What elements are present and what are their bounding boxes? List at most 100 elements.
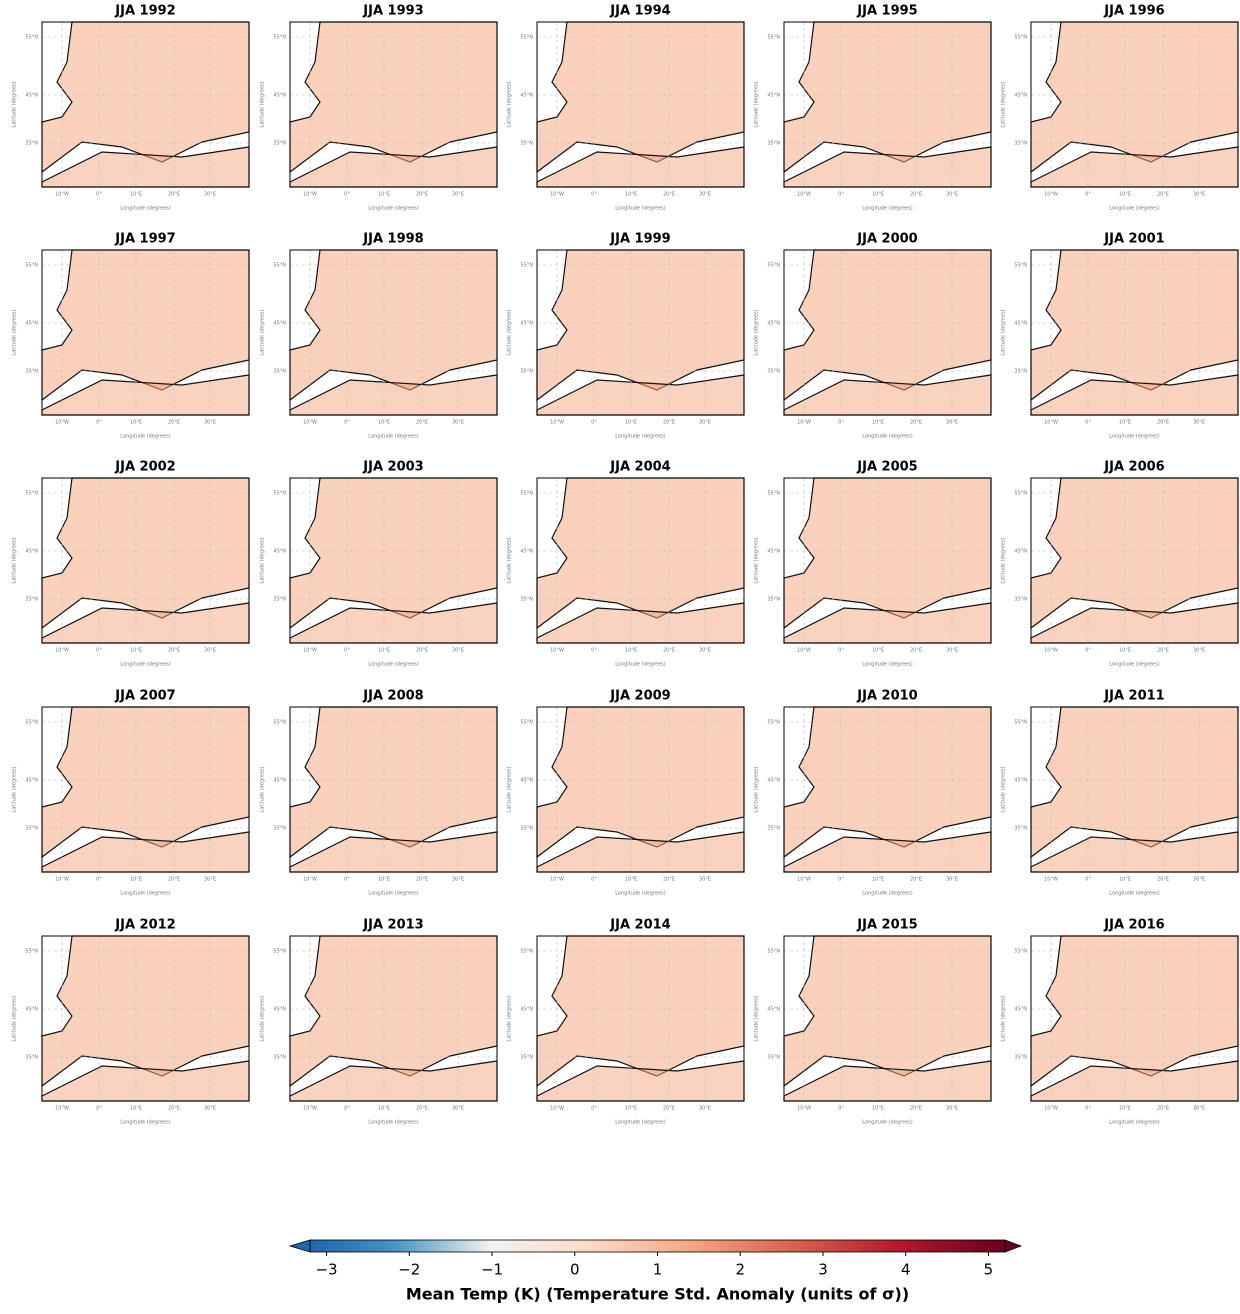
x-tick-label: 30°E [699, 877, 711, 883]
y-axis-label: Latitude (degrees) [507, 309, 513, 355]
x-tick-label: 20°E [910, 1106, 922, 1112]
y-tick-label: 35°N [520, 826, 533, 832]
x-axis-label: Longitude (degrees) [1109, 1120, 1160, 1126]
x-tick-label: 30°E [1193, 192, 1205, 198]
y-axis-label: Latitude (degrees) [260, 766, 266, 812]
x-axis-label: Longitude (degrees) [615, 662, 666, 668]
y-tick-label: 55°N [1014, 491, 1027, 497]
x-tick-label: 0° [344, 1106, 350, 1112]
y-tick-label: 45°N [767, 549, 780, 555]
x-tick-label: 30°E [1193, 648, 1205, 654]
y-tick-label: 55°N [25, 949, 38, 955]
x-axis-label: Longitude (degrees) [120, 206, 171, 212]
x-tick-label: 20°E [663, 648, 675, 654]
x-tick-label: 0° [344, 648, 350, 654]
panel-title: JJA 2011 [1103, 689, 1164, 704]
x-tick-label: 10°W [797, 1106, 811, 1112]
x-tick-label: 20°E [168, 192, 180, 198]
x-tick-label: 10°W [1044, 420, 1058, 426]
x-tick-label: 30°E [452, 877, 464, 883]
x-tick-label: 10°E [1119, 877, 1131, 883]
y-axis-label: Latitude (degrees) [12, 537, 18, 583]
x-axis-label: Longitude (degrees) [615, 206, 666, 212]
x-tick-label: 30°E [699, 192, 711, 198]
y-tick-label: 45°N [520, 321, 533, 327]
y-tick-label: 45°N [767, 93, 780, 99]
x-tick-label: 20°E [910, 420, 922, 426]
panel-title: JJA 1994 [609, 4, 670, 19]
x-tick-label: 10°W [1044, 648, 1058, 654]
x-tick-label: 20°E [663, 1106, 675, 1112]
colorbar-tick-label: 5 [984, 1261, 994, 1279]
panel-title: JJA 2001 [1103, 232, 1164, 247]
y-tick-label: 35°N [767, 826, 780, 832]
x-tick-label: 20°E [663, 877, 675, 883]
x-tick-label: 20°E [416, 192, 428, 198]
y-tick-label: 45°N [520, 778, 533, 784]
x-tick-label: 0° [838, 648, 844, 654]
y-axis-label: Latitude (degrees) [1001, 309, 1007, 355]
x-tick-label: 10°E [130, 420, 142, 426]
panel-title: JJA 1993 [362, 4, 423, 19]
y-tick-label: 55°N [273, 720, 286, 726]
y-tick-label: 35°N [1014, 369, 1027, 375]
colorbar-tick-label: 0 [570, 1261, 580, 1279]
x-tick-label: 0° [838, 420, 844, 426]
map-panel: 10°W0°10°E20°E30°E55°N45°N35°NJJA 1993Lo… [260, 4, 498, 212]
x-tick-label: 0° [591, 420, 597, 426]
colorbar-extend-low [290, 1240, 310, 1252]
x-tick-label: 0° [96, 648, 102, 654]
x-tick-label: 0° [838, 192, 844, 198]
x-tick-label: 10°W [55, 420, 69, 426]
x-tick-label: 30°E [452, 648, 464, 654]
colorbar-tick-label: −3 [315, 1261, 337, 1279]
x-tick-label: 0° [1085, 877, 1091, 883]
x-tick-label: 10°W [1044, 1106, 1058, 1112]
x-tick-label: 30°E [1193, 1106, 1205, 1112]
y-axis-label: Latitude (degrees) [12, 309, 18, 355]
colorbar-tick-label: 1 [653, 1261, 663, 1279]
panel-title: JJA 2008 [362, 689, 423, 704]
y-tick-label: 45°N [520, 93, 533, 99]
y-tick-label: 45°N [273, 321, 286, 327]
x-tick-label: 10°E [872, 877, 884, 883]
x-tick-label: 10°W [797, 877, 811, 883]
y-axis-label: Latitude (degrees) [1001, 81, 1007, 127]
x-tick-label: 30°E [946, 648, 958, 654]
y-tick-label: 35°N [273, 369, 286, 375]
y-tick-label: 55°N [25, 263, 38, 269]
x-tick-label: 0° [96, 420, 102, 426]
map-panel: 10°W0°10°E20°E30°E55°N45°N35°NJJA 1995Lo… [754, 4, 992, 212]
y-tick-label: 45°N [25, 93, 38, 99]
x-tick-label: 10°E [378, 192, 390, 198]
panel-title: JJA 1992 [114, 4, 175, 19]
x-tick-label: 10°E [1119, 648, 1131, 654]
x-tick-label: 10°W [55, 1106, 69, 1112]
map-panel: 10°W0°10°E20°E30°E55°N45°N35°NJJA 2006Lo… [1001, 460, 1239, 668]
panel-title: JJA 1998 [362, 232, 423, 247]
x-tick-label: 10°E [378, 1106, 390, 1112]
x-tick-label: 10°W [1044, 877, 1058, 883]
panel-title: JJA 2006 [1103, 460, 1164, 475]
colorbar-tick-label: 3 [818, 1261, 828, 1279]
map-panel: 10°W0°10°E20°E30°E55°N45°N35°NJJA 2014Lo… [507, 918, 745, 1126]
y-axis-label: Latitude (degrees) [754, 81, 760, 127]
x-tick-label: 10°W [1044, 192, 1058, 198]
y-tick-label: 45°N [767, 778, 780, 784]
x-tick-label: 30°E [204, 877, 216, 883]
x-tick-label: 0° [591, 192, 597, 198]
x-axis-label: Longitude (degrees) [1109, 891, 1160, 897]
x-tick-label: 0° [344, 877, 350, 883]
y-tick-label: 45°N [767, 1007, 780, 1013]
map-panel: 10°W0°10°E20°E30°E55°N45°N35°NJJA 2008Lo… [260, 689, 498, 897]
x-tick-label: 30°E [204, 420, 216, 426]
x-tick-label: 20°E [1157, 192, 1169, 198]
x-tick-label: 0° [591, 1106, 597, 1112]
y-tick-label: 35°N [767, 1055, 780, 1061]
map-panel: 10°W0°10°E20°E30°E55°N45°N35°NJJA 2015Lo… [754, 918, 992, 1126]
y-tick-label: 45°N [1014, 93, 1027, 99]
x-tick-label: 10°E [625, 420, 637, 426]
x-tick-label: 0° [838, 1106, 844, 1112]
